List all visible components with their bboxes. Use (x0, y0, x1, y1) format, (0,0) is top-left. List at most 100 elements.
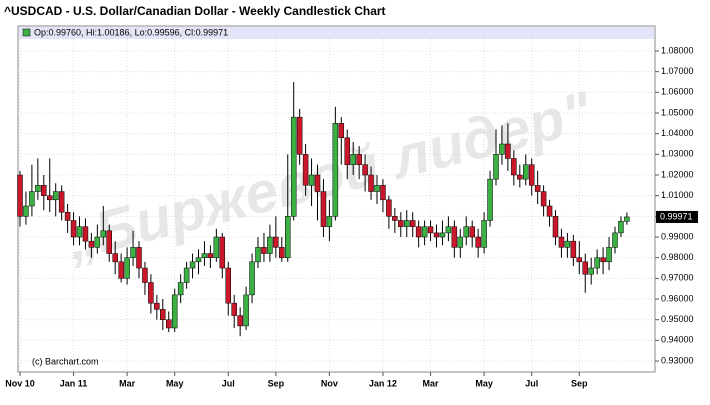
candle-body (154, 302, 160, 310)
legend-band (19, 27, 654, 39)
candle-body (41, 185, 47, 196)
candle-body (171, 294, 178, 329)
candle-body (112, 253, 118, 263)
candle-body (534, 185, 541, 192)
candle-body (94, 236, 101, 248)
y-tick-label: 1.04000 (661, 128, 694, 138)
candle-body (499, 143, 505, 155)
candle-body (148, 282, 154, 304)
candle-body (225, 267, 231, 304)
candle-body (546, 205, 553, 217)
candle-body (481, 220, 487, 248)
x-tick-label: Jan 11 (60, 378, 88, 388)
candle-body (130, 247, 136, 258)
y-tick-label: 1.05000 (661, 107, 694, 117)
candle-body (445, 226, 452, 234)
candle-body (398, 220, 404, 227)
y-tick-label: 1.02000 (661, 169, 694, 179)
candle-body (76, 226, 83, 238)
candle-body (624, 216, 630, 222)
candle-body (564, 240, 571, 248)
candle-body (314, 174, 321, 192)
candle-body (249, 261, 255, 296)
x-tick-label: Nov 10 (5, 378, 35, 388)
chart-title: ^USDCAD - U.S. Dollar/Canadian Dollar - … (4, 4, 386, 18)
legend-text: Op:0.99760, Hi:1.00186, Lo:0.99596, Cl:0… (34, 27, 228, 37)
candle-body (469, 226, 475, 238)
legend-swatch (22, 28, 31, 37)
candle-body (517, 174, 523, 180)
candle-body (320, 191, 327, 227)
candle-body (35, 185, 41, 192)
candle-body (302, 154, 309, 186)
candle-body (177, 282, 184, 296)
candle-body (511, 158, 517, 176)
candle-body (439, 232, 446, 238)
candle-body (505, 143, 511, 159)
candle-body (570, 240, 577, 258)
candle-body (70, 220, 77, 238)
y-tick-label: 0.96000 (661, 293, 694, 303)
candle-body (296, 116, 303, 155)
y-tick-label: 0.99000 (661, 231, 694, 241)
candle-body (451, 226, 458, 248)
candle-body (600, 257, 606, 263)
candle-body (160, 309, 166, 320)
candle-body (540, 191, 547, 207)
candle-body (124, 257, 130, 279)
candle-body (523, 164, 529, 180)
x-tick-label: Sep (571, 378, 588, 388)
y-tick-label: 0.93000 (661, 355, 694, 365)
candle-body (118, 261, 124, 279)
candle-body (582, 261, 588, 275)
candle-body (332, 123, 339, 217)
candle-body (308, 174, 315, 186)
x-tick-label: May (475, 378, 493, 388)
candle-body (433, 232, 440, 238)
candle-body (237, 315, 243, 327)
x-tick-label: Jul (525, 378, 538, 388)
x-tick-label: Jul (222, 378, 235, 388)
candle-body (558, 236, 565, 248)
y-tick-label: 1.07000 (661, 66, 694, 76)
candle-body (213, 236, 220, 258)
y-tick-label: 1.01000 (661, 190, 694, 200)
candle-body (231, 302, 237, 316)
x-tick-label: Jan 12 (369, 378, 397, 388)
candle-body (552, 216, 559, 238)
candle-body (29, 191, 35, 207)
candle-body (362, 164, 368, 176)
candle-body (493, 154, 499, 180)
x-tick-label: Mar (119, 378, 136, 388)
candle-body (326, 216, 333, 227)
candle-body (52, 191, 59, 201)
candle-body (255, 247, 261, 263)
candle-body (207, 253, 214, 258)
candle-body (475, 236, 481, 248)
candle-body (368, 174, 374, 192)
candle-body (338, 123, 345, 139)
candle-body (415, 226, 422, 238)
candle-body (23, 205, 29, 217)
candle-body (47, 195, 53, 201)
candle-body (594, 257, 600, 269)
candle-body (106, 230, 112, 254)
candle-body (463, 226, 469, 238)
candle-body (588, 267, 594, 275)
candle-body (618, 221, 624, 234)
candle-body (183, 267, 190, 283)
candle-body (261, 247, 267, 254)
candle-body (421, 226, 428, 238)
candle-body (612, 232, 618, 248)
candle-body (386, 199, 392, 217)
candle-body (374, 185, 380, 192)
candle-body (606, 247, 612, 263)
candle-body (189, 261, 196, 269)
last-price-label: 0.99971 (660, 211, 693, 221)
y-tick-label: 1.03000 (661, 149, 694, 159)
candle-body (427, 226, 434, 234)
candle-body (404, 220, 410, 227)
y-tick-label: 0.97000 (661, 273, 694, 283)
y-tick-label: 0.94000 (661, 335, 694, 345)
candle-body (392, 216, 398, 221)
